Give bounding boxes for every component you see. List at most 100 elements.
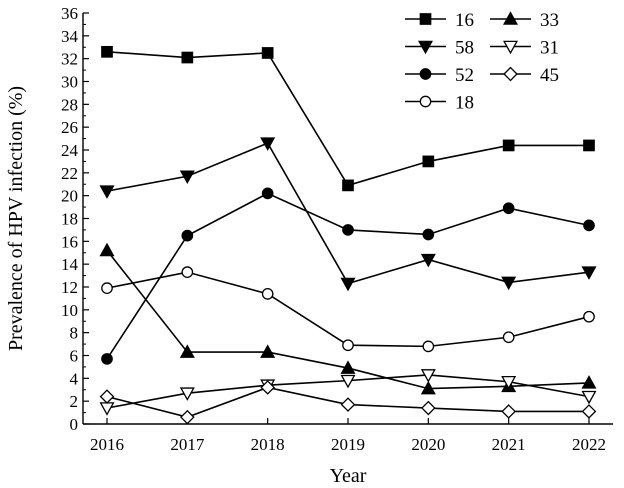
- legend-item-16: 16: [405, 10, 474, 31]
- data-point: [180, 409, 195, 425]
- data-point: [583, 310, 595, 323]
- legend-label: 52: [455, 65, 474, 86]
- x-tick-label: 2018: [251, 435, 285, 454]
- legend-marker: [419, 68, 432, 80]
- y-tick-label: 26: [61, 118, 78, 137]
- data-point: [181, 51, 194, 64]
- data-point: [581, 404, 597, 419]
- legend-marker: [419, 95, 432, 108]
- data-point: [340, 360, 356, 374]
- legend-label: 45: [540, 65, 559, 86]
- data-point: [501, 276, 517, 291]
- y-tick-label: 2: [70, 392, 79, 411]
- data-point: [342, 339, 354, 352]
- legend-label: 58: [455, 38, 474, 59]
- series-58: [99, 137, 597, 292]
- data-point: [421, 400, 436, 416]
- series-16: [101, 45, 595, 192]
- legend-item-58: 58: [405, 38, 474, 59]
- y-tick-label: 14: [61, 255, 79, 274]
- y-tick-label: 22: [61, 164, 78, 183]
- data-point: [340, 277, 356, 292]
- y-tick-label: 4: [70, 369, 79, 388]
- data-point: [583, 219, 595, 232]
- data-point: [260, 137, 276, 151]
- series-33: [99, 242, 597, 395]
- legend-marker: [502, 40, 519, 55]
- data-point: [422, 228, 435, 241]
- legend-marker: [503, 66, 518, 82]
- data-point: [261, 47, 274, 59]
- y-tick-label: 10: [61, 301, 78, 320]
- data-point: [501, 375, 517, 390]
- data-point: [342, 179, 354, 192]
- x-tick-label: 2019: [331, 435, 365, 454]
- x-tick-label: 2021: [492, 435, 526, 454]
- data-point: [581, 266, 597, 280]
- y-tick-label: 30: [61, 73, 78, 92]
- data-point: [101, 353, 113, 365]
- data-point: [260, 380, 275, 395]
- data-point: [179, 344, 195, 358]
- data-point: [581, 390, 597, 405]
- data-point: [181, 229, 194, 242]
- data-point: [502, 139, 515, 152]
- data-point: [261, 287, 274, 300]
- series-line: [106, 142, 590, 285]
- data-point: [420, 369, 436, 383]
- y-tick-label: 12: [61, 278, 78, 297]
- legend-label: 18: [455, 93, 474, 114]
- y-tick-label: 34: [61, 27, 79, 46]
- data-point: [422, 155, 435, 168]
- data-point: [420, 253, 436, 268]
- x-tick-label: 2017: [170, 435, 205, 454]
- y-tick-label: 8: [70, 324, 79, 343]
- y-tick-label: 18: [61, 210, 78, 229]
- series-52: [101, 187, 595, 365]
- data-point: [260, 344, 276, 358]
- x-tick-label: 2022: [572, 435, 606, 454]
- data-point: [581, 375, 597, 389]
- legend-label: 31: [540, 38, 559, 59]
- legend-item-18: 18: [405, 93, 474, 114]
- y-tick-label: 20: [61, 187, 78, 206]
- legend-item-33: 33: [490, 10, 559, 31]
- series-layer: [99, 45, 597, 425]
- series-18: [101, 266, 595, 353]
- data-point: [502, 202, 515, 215]
- data-point: [420, 380, 436, 395]
- series-line: [106, 51, 589, 187]
- y-tick-label: 32: [61, 50, 78, 69]
- x-tick-label: 2020: [411, 435, 445, 454]
- legend-marker: [417, 40, 434, 55]
- y-tick-label: 16: [61, 232, 78, 251]
- legend-item-31: 31: [490, 38, 559, 59]
- data-point: [501, 404, 516, 419]
- data-point: [583, 139, 595, 152]
- data-point: [101, 282, 113, 294]
- data-point: [422, 340, 435, 353]
- x-tick-label: 2016: [90, 435, 124, 454]
- data-point: [101, 45, 113, 58]
- series-45: [99, 380, 597, 425]
- y-tick-label: 0: [70, 415, 79, 434]
- data-point: [179, 387, 195, 401]
- data-point: [261, 187, 274, 200]
- x-axis-label: Year: [330, 465, 367, 487]
- data-point: [99, 389, 115, 404]
- data-point: [502, 331, 515, 344]
- legend-item-45: 45: [490, 65, 559, 86]
- legend-marker: [419, 13, 432, 25]
- y-tick-label: 36: [61, 4, 78, 23]
- legend-label: 33: [540, 10, 559, 31]
- data-point: [99, 185, 115, 199]
- data-point: [340, 374, 356, 389]
- y-tick-label: 24: [61, 141, 79, 160]
- data-point: [342, 224, 354, 236]
- y-tick-label: 28: [61, 95, 78, 114]
- data-point: [181, 266, 194, 279]
- y-tick-label: 6: [70, 347, 79, 366]
- y-axis-label: Prevalence of HPV infection (%): [5, 86, 27, 351]
